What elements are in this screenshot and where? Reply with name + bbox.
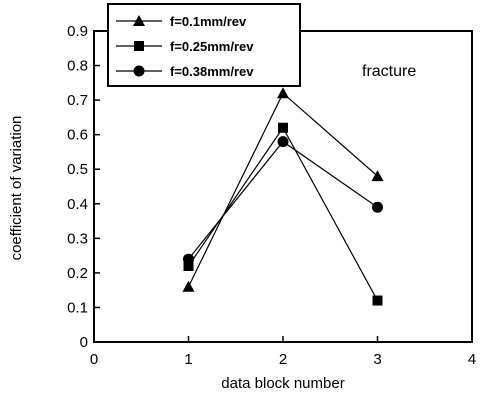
data-point-square — [278, 122, 288, 133]
series-triangle — [182, 87, 384, 292]
legend-marker-circle — [133, 65, 145, 77]
y-tick-label: 0 — [80, 334, 88, 351]
series-line — [188, 126, 379, 301]
y-tick-label: 0.2 — [67, 265, 88, 282]
data-point-triangle — [182, 280, 195, 292]
tick-labels: 0 1 2 3 4 0 0.1 0.2 0.3 0.4 0.5 0.6 0.7 0.8 0.9 — [67, 23, 476, 368]
data-point-circle — [183, 253, 194, 265]
y-axis-label: coefficient of variation — [8, 116, 25, 261]
y-tick-label: 0.8 — [67, 58, 88, 75]
y-tick-label: 0.5 — [67, 161, 88, 178]
y-tick-label: 0.3 — [67, 230, 88, 247]
series-circle — [183, 136, 383, 265]
legend: f=0.1mm/rev f=0.25mm/rev f=0.38mm/rev — [107, 3, 301, 87]
x-tick-label: 3 — [373, 351, 381, 368]
x-tick-label: 2 — [279, 351, 287, 368]
data-point-square — [183, 260, 194, 271]
legend-label: f=0.25mm/rev — [170, 39, 254, 54]
y-tick-label: 0.4 — [67, 196, 88, 213]
y-tick-label: 0.6 — [67, 127, 88, 144]
x-tick-label: 4 — [468, 351, 476, 368]
x-tick-label: 0 — [90, 351, 98, 368]
series-line — [188, 140, 378, 260]
y-tick-label: 0.7 — [67, 92, 88, 109]
legend-marker-triangle — [133, 15, 145, 26]
x-tick-label: 1 — [184, 351, 192, 368]
series-line — [187, 92, 378, 287]
legend-label: f=0.38mm/rev — [170, 64, 254, 79]
data-point-triangle — [277, 87, 289, 99]
fracture-annotation: fracture — [362, 63, 416, 80]
y-tick-label: 0.1 — [67, 299, 88, 316]
series-square — [183, 122, 383, 306]
data-point-triangle — [371, 170, 384, 182]
data-point-circle — [372, 201, 383, 213]
legend-marker-square — [134, 41, 144, 51]
y-tick-label: 0.9 — [67, 23, 88, 40]
x-axis-label: data block number — [221, 375, 344, 392]
legend-label: f=0.1mm/rev — [170, 14, 247, 29]
series-lines — [182, 87, 384, 306]
data-point-square — [372, 295, 383, 306]
data-point-circle — [277, 136, 289, 148]
